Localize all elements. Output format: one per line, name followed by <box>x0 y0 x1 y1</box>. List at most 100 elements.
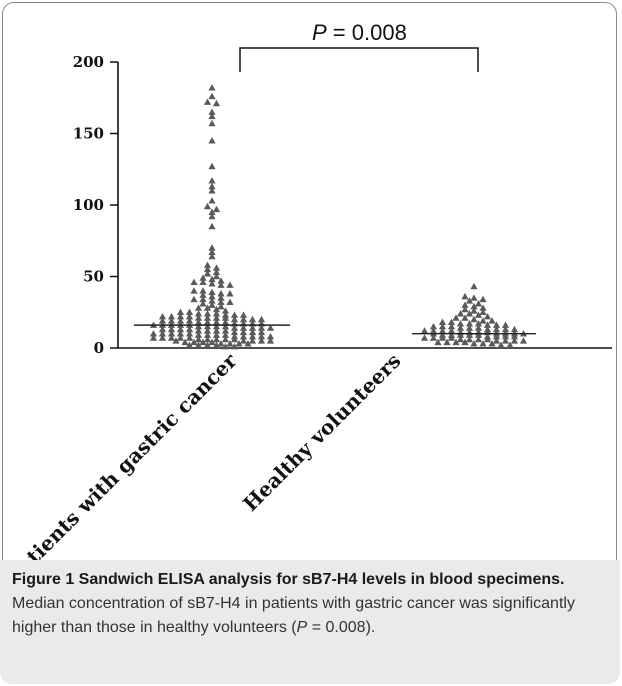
data-point <box>438 318 447 326</box>
data-point <box>429 334 438 341</box>
data-point <box>221 327 230 334</box>
data-point <box>221 322 230 330</box>
data-point <box>149 334 158 341</box>
data-point <box>176 325 185 333</box>
data-point <box>190 338 198 346</box>
data-point <box>230 324 239 331</box>
y-ticks: 0 50 100 150 200 <box>73 53 118 357</box>
data-point <box>461 305 469 313</box>
data-point <box>194 322 203 330</box>
data-point <box>208 137 216 144</box>
data-point <box>208 338 216 346</box>
data-point <box>212 327 221 334</box>
data-point <box>510 332 519 340</box>
data-point <box>208 297 216 304</box>
data-point <box>221 318 230 326</box>
data-point <box>470 294 478 301</box>
data-point <box>239 328 248 336</box>
data-point <box>208 301 216 308</box>
data-point <box>203 335 212 343</box>
bracket-line <box>239 47 479 72</box>
data-point <box>248 328 257 336</box>
data-point <box>185 334 194 341</box>
data-point <box>465 297 474 304</box>
data-point <box>158 312 167 320</box>
data-point <box>217 298 225 306</box>
caption-text: Median concentration of sB7-H4 in patien… <box>12 595 575 636</box>
data-point <box>217 294 225 301</box>
data-point <box>185 312 194 320</box>
data-point <box>185 308 194 316</box>
category-label: Patients with gastric cancer <box>2 348 242 560</box>
data-point <box>199 278 207 286</box>
data-point <box>239 315 248 323</box>
data-point <box>203 318 212 326</box>
data-point <box>199 300 207 307</box>
data-point <box>208 252 216 260</box>
data-point <box>465 324 474 331</box>
data-point <box>257 315 266 323</box>
data-point <box>239 337 248 344</box>
data-point <box>434 338 442 346</box>
data-point <box>248 337 257 344</box>
data-point <box>208 177 216 184</box>
data-point <box>479 304 487 311</box>
data-point <box>470 282 478 290</box>
data-point <box>199 274 207 281</box>
data-point <box>226 298 234 306</box>
data-point <box>167 330 176 337</box>
data-point <box>208 119 216 127</box>
data-point <box>212 305 221 313</box>
data-point <box>208 162 216 170</box>
data-point <box>492 332 501 340</box>
data-point <box>479 295 487 303</box>
data-point <box>208 275 216 283</box>
data-point <box>248 324 257 331</box>
data-point <box>456 320 465 327</box>
data-point <box>456 331 465 338</box>
data-point <box>190 278 198 286</box>
data-point <box>461 314 469 321</box>
data-point <box>257 332 266 340</box>
data-point <box>479 308 487 316</box>
data-point <box>420 334 429 341</box>
data-point <box>203 331 212 338</box>
data-point <box>492 321 501 328</box>
data-point <box>266 332 275 340</box>
data-point <box>474 335 483 343</box>
data-point <box>479 317 487 324</box>
significance-bracket: P = 0.008 <box>239 20 479 72</box>
data-point <box>208 197 216 204</box>
data-point <box>208 212 216 220</box>
data-point <box>470 307 478 314</box>
data-point <box>217 277 225 284</box>
data-point <box>208 288 216 296</box>
data-point <box>230 328 239 336</box>
data-point <box>158 325 167 333</box>
data-point <box>226 340 234 347</box>
data-point <box>501 332 510 340</box>
data-point <box>266 324 275 331</box>
data-point <box>492 325 501 333</box>
data-point <box>474 324 483 331</box>
data-point <box>203 327 212 334</box>
data-point <box>158 317 167 324</box>
data-point <box>230 311 239 318</box>
data-point <box>208 292 216 300</box>
data-point <box>199 295 207 303</box>
data-point <box>212 318 221 326</box>
data-point <box>208 280 216 287</box>
data-point <box>208 208 216 215</box>
data-point <box>239 311 248 318</box>
data-point <box>438 322 447 330</box>
y-tick-label: 150 <box>73 125 104 143</box>
y-tick-label: 200 <box>73 53 104 71</box>
data-point <box>190 295 198 303</box>
data-point <box>208 92 216 100</box>
data-point <box>176 330 185 337</box>
data-point <box>194 341 203 348</box>
data-point <box>185 330 194 337</box>
category-label: Healthy volunteers <box>238 349 405 516</box>
data-point <box>456 310 465 317</box>
